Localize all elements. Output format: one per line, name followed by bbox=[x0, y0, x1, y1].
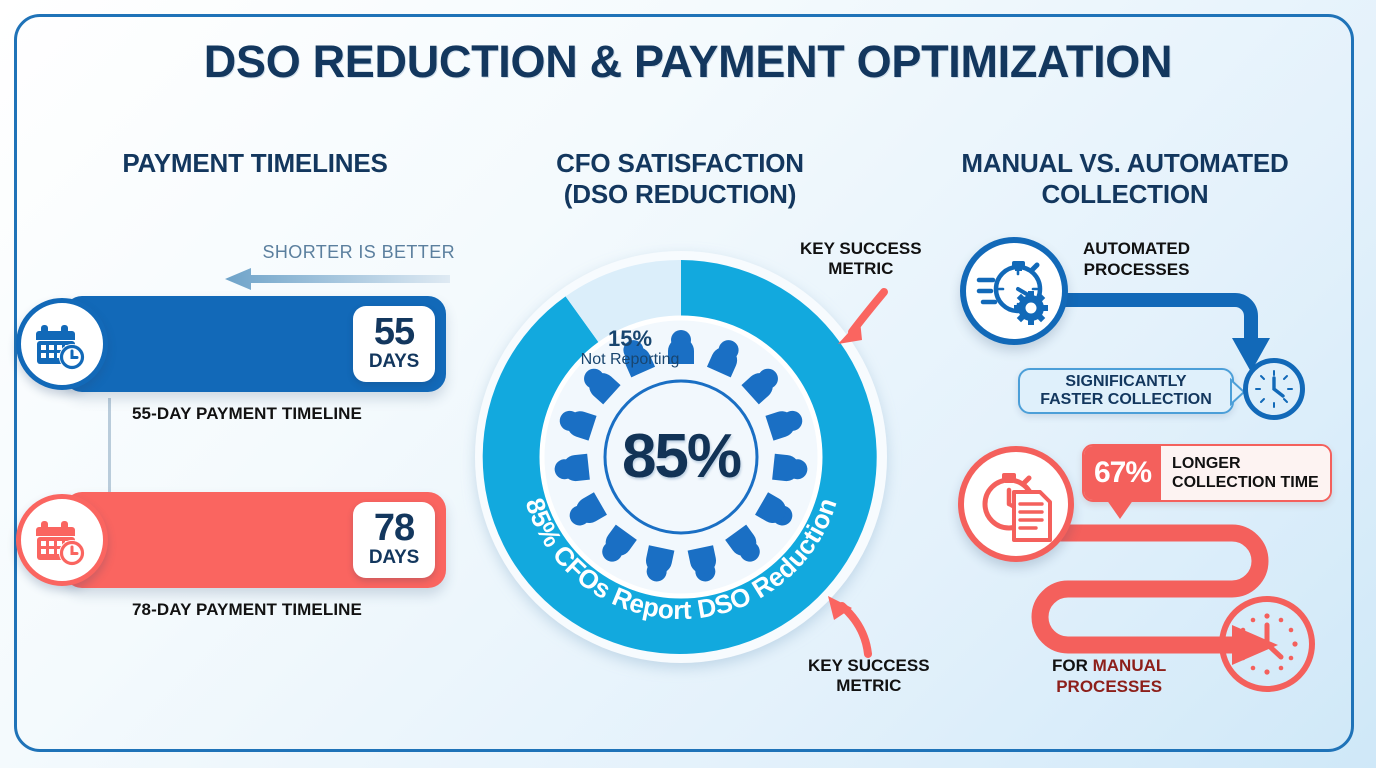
badge-unit: DAYS bbox=[368, 350, 420, 372]
segment-text: Not Reporting bbox=[580, 351, 680, 369]
section-title-cfo-satisfaction: CFO SATISFACTION (DSO REDUCTION) bbox=[470, 148, 890, 209]
shorter-is-better-annotation: SHORTER IS BETTER bbox=[225, 242, 455, 290]
manual-processes-label: FOR MANUAL PROCESSES bbox=[1052, 656, 1166, 697]
longer-collection-time-badge: 67% LONGER COLLECTION TIME bbox=[1082, 444, 1332, 502]
faster-collection-callout: SIGNIFICANTLY FASTER COLLECTION bbox=[1018, 368, 1234, 414]
callout-line2: FASTER COLLECTION bbox=[1040, 391, 1212, 408]
calendar-clock-icon bbox=[16, 298, 108, 390]
timeline-caption-78: 78-DAY PAYMENT TIMELINE bbox=[132, 600, 362, 619]
value-badge-78: 78 DAYS bbox=[353, 502, 435, 578]
callout-line1: SIGNIFICANTLY bbox=[1065, 372, 1187, 390]
manual-label-line2: PROCESSES bbox=[1056, 676, 1163, 696]
key-success-metric-top: KEY SUCCESS METRIC bbox=[800, 239, 922, 280]
bar-connector-line bbox=[108, 398, 111, 498]
manual-label-accent: MANUAL bbox=[1092, 656, 1167, 675]
calendar-clock-icon bbox=[16, 494, 108, 586]
automated-label-line1: AUTOMATED bbox=[1083, 239, 1191, 258]
ksm-top-line1: KEY SUCCESS bbox=[800, 239, 922, 258]
donut-svg: 85% CFOs Report DSO Reduction bbox=[475, 251, 887, 663]
donut-chart: 85% CFOs Report DSO Reduction bbox=[472, 248, 890, 666]
clock-icon bbox=[1243, 358, 1305, 420]
manual-label-line1: FOR MANUAL bbox=[1052, 656, 1166, 677]
section-title-manual-vs-automated: MANUAL VS. AUTOMATED COLLECTION bbox=[900, 148, 1350, 209]
page-title: DSO REDUCTION & PAYMENT OPTIMIZATION bbox=[203, 36, 1173, 87]
donut-segment-label-15: 15% Not Reporting bbox=[560, 326, 700, 370]
callout-tail-icon bbox=[1230, 377, 1246, 407]
stopwatch-document-icon bbox=[958, 446, 1074, 562]
timeline-bar-78[interactable]: 78 DAYS bbox=[16, 492, 446, 588]
timeline-caption-55: 55-DAY PAYMENT TIMELINE bbox=[132, 404, 362, 423]
automated-flow-arrow-icon bbox=[1047, 293, 1270, 372]
ksm-bot-line2: METRIC bbox=[836, 676, 902, 696]
badge-unit: DAYS bbox=[368, 546, 420, 568]
right-heading-line2: COLLECTION bbox=[1041, 178, 1209, 209]
donut-center-value: 85% bbox=[621, 422, 742, 491]
pct-badge-tail-icon bbox=[1104, 496, 1136, 519]
percent-desc-line2: COLLECTION TIME bbox=[1172, 474, 1319, 491]
section-title-payment-timelines: PAYMENT TIMELINES bbox=[122, 148, 388, 178]
cfo-heading-line2: (DSO REDUCTION) bbox=[563, 178, 797, 209]
percent-description: LONGER COLLECTION TIME bbox=[1161, 446, 1330, 500]
cfo-heading-line1: CFO SATISFACTION bbox=[556, 148, 804, 178]
badge-number: 55 bbox=[373, 311, 415, 354]
automated-processes-label: AUTOMATED PROCESSES bbox=[1083, 239, 1190, 280]
manual-label-prefix: FOR bbox=[1052, 656, 1093, 675]
timeline-bar-55[interactable]: 55 DAYS bbox=[16, 296, 446, 392]
curved-arrow-up-icon bbox=[828, 596, 872, 658]
percent-desc-line1: LONGER bbox=[1172, 454, 1241, 472]
automated-label-line2: PROCESSES bbox=[1083, 259, 1190, 279]
segment-percent: 15% bbox=[607, 326, 653, 351]
percent-value: 67% bbox=[1084, 446, 1162, 500]
shorter-is-better-label: SHORTER IS BETTER bbox=[262, 242, 455, 262]
badge-number: 78 bbox=[373, 507, 415, 550]
clock-icon bbox=[1219, 596, 1315, 692]
left-arrow-icon bbox=[225, 268, 450, 290]
people-ring-icons bbox=[554, 330, 808, 582]
stopwatch-gear-icon bbox=[960, 237, 1068, 345]
curved-arrow-down-icon bbox=[838, 288, 888, 344]
ksm-top-line2: METRIC bbox=[828, 259, 894, 279]
key-success-metric-bottom: KEY SUCCESS METRIC bbox=[808, 656, 930, 697]
right-heading-line1: MANUAL VS. AUTOMATED bbox=[961, 148, 1289, 178]
value-badge-55: 55 DAYS bbox=[353, 306, 435, 382]
ksm-bot-line1: KEY SUCCESS bbox=[808, 656, 930, 675]
